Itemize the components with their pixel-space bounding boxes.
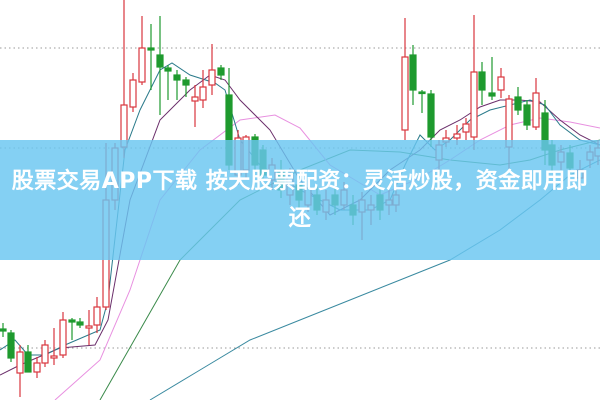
falling-candle	[523, 100, 531, 130]
rising-candle	[41, 340, 49, 367]
rising-candle	[93, 297, 101, 333]
candle-body	[156, 54, 164, 68]
rising-candle	[199, 70, 207, 108]
rising-candle	[532, 78, 540, 130]
candle-body	[470, 71, 478, 138]
candle-body	[93, 306, 101, 326]
candle-body	[217, 67, 225, 76]
rising-candle	[85, 310, 93, 345]
candle-body	[418, 91, 426, 95]
candle-body	[182, 79, 190, 86]
candle-body	[147, 47, 155, 51]
candle-body	[191, 96, 199, 102]
falling-candle	[147, 24, 155, 90]
falling-candle	[68, 318, 76, 340]
rising-candle	[59, 312, 67, 358]
candle-body	[409, 54, 417, 91]
falling-candle	[164, 65, 172, 100]
candle-body	[199, 86, 207, 101]
rising-candle	[16, 345, 24, 397]
falling-candle	[409, 45, 417, 105]
candle-body	[0, 328, 7, 332]
falling-candle	[182, 77, 190, 97]
banner-title: 股票交易APP下载 按天股票配资：灵活炒股，资金即用即还	[11, 169, 589, 231]
rising-candle	[401, 18, 409, 140]
candle-body	[59, 319, 67, 356]
rising-candle	[33, 357, 41, 378]
rising-candle	[138, 16, 146, 85]
candle-body	[478, 71, 486, 91]
candle-body	[453, 133, 461, 139]
candle-body	[16, 351, 24, 374]
candle-body	[523, 104, 531, 126]
candle-body	[33, 362, 41, 373]
candle-body	[7, 332, 15, 359]
title-banner: 股票交易APP下载 按天股票配资：灵活炒股，资金即用即还	[0, 140, 600, 260]
candle-body	[76, 321, 84, 326]
candle-body	[164, 67, 172, 72]
falling-candle	[478, 62, 486, 105]
rising-candle	[120, 0, 128, 158]
rising-candle	[497, 68, 505, 98]
candle-body	[497, 76, 505, 91]
candle-body	[427, 93, 435, 138]
rising-candle	[462, 118, 470, 140]
candle-body	[532, 92, 540, 128]
falling-candle	[488, 57, 496, 100]
candle-body	[514, 96, 522, 111]
falling-candle	[418, 90, 426, 113]
candle-body	[138, 47, 146, 83]
rising-candle	[470, 15, 478, 150]
candle-body	[208, 69, 216, 86]
falling-candle	[156, 16, 164, 115]
candle-body	[488, 92, 496, 97]
candle-body	[85, 325, 93, 329]
candle-body	[68, 319, 76, 323]
falling-candle	[0, 323, 7, 337]
candle-body	[462, 123, 470, 133]
falling-candle	[514, 87, 522, 115]
rising-candle	[129, 73, 137, 112]
rising-candle	[191, 85, 199, 127]
falling-candle	[76, 318, 84, 328]
candle-body	[50, 355, 58, 359]
falling-candle	[24, 345, 32, 373]
rising-candle	[50, 328, 58, 365]
candle-body	[24, 351, 32, 373]
candle-body	[41, 344, 49, 364]
falling-candle	[173, 70, 181, 100]
candle-body	[401, 56, 409, 131]
rising-candle	[208, 44, 216, 95]
candle-body	[129, 79, 137, 108]
falling-candle	[7, 330, 15, 362]
falling-candle	[217, 65, 225, 80]
falling-candle	[427, 90, 435, 147]
candle-body	[173, 74, 181, 81]
